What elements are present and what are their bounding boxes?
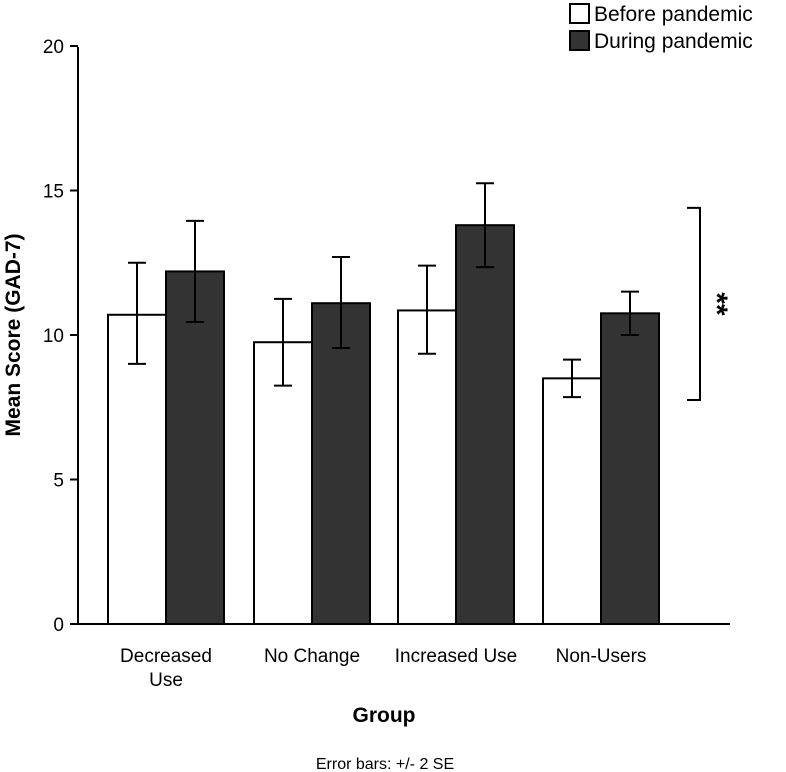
y-tick-label: 10 (43, 326, 64, 347)
bars (107, 224, 660, 625)
y-axis-title: Mean Score (GAD-7) (2, 233, 25, 436)
legend: Before pandemic During pandemic (569, 3, 753, 53)
error-bars (128, 182, 639, 399)
legend-label-1: During pandemic (594, 30, 753, 53)
significance-bracket-line (687, 206, 701, 402)
legend-swatch-1 (569, 30, 590, 51)
y-tick-label: 15 (43, 182, 64, 203)
legend-swatch-0 (569, 3, 590, 24)
significance-bracket: ** (687, 206, 733, 402)
y-tick-label: 5 (53, 471, 64, 492)
x-category-label: Use (149, 670, 183, 691)
bar-during-1 (311, 302, 371, 625)
bar-before-2 (397, 309, 457, 625)
legend-label-0: Before pandemic (594, 3, 753, 26)
bar-before-1 (253, 341, 313, 625)
tick-labels: 0 5 10 15 20 Decreased Use No Change Increased U… (43, 37, 647, 691)
x-category-label: No Change (264, 646, 360, 667)
bar-before-3 (542, 377, 602, 625)
bar-during-0 (165, 270, 225, 625)
bar-before-0 (107, 313, 167, 625)
bar-during-2 (455, 224, 515, 625)
bar-during-3 (600, 312, 660, 625)
x-category-label: Decreased (120, 646, 212, 667)
y-tick-label: 0 (53, 615, 64, 636)
error-bars-footnote: Error bars: +/- 2 SE (316, 756, 454, 772)
x-axis-title: Group (353, 704, 416, 727)
y-tick-label: 20 (43, 37, 64, 58)
x-category-label: Increased Use (395, 646, 518, 667)
significance-label: ** (700, 292, 733, 316)
x-category-label: Non-Users (556, 646, 647, 667)
